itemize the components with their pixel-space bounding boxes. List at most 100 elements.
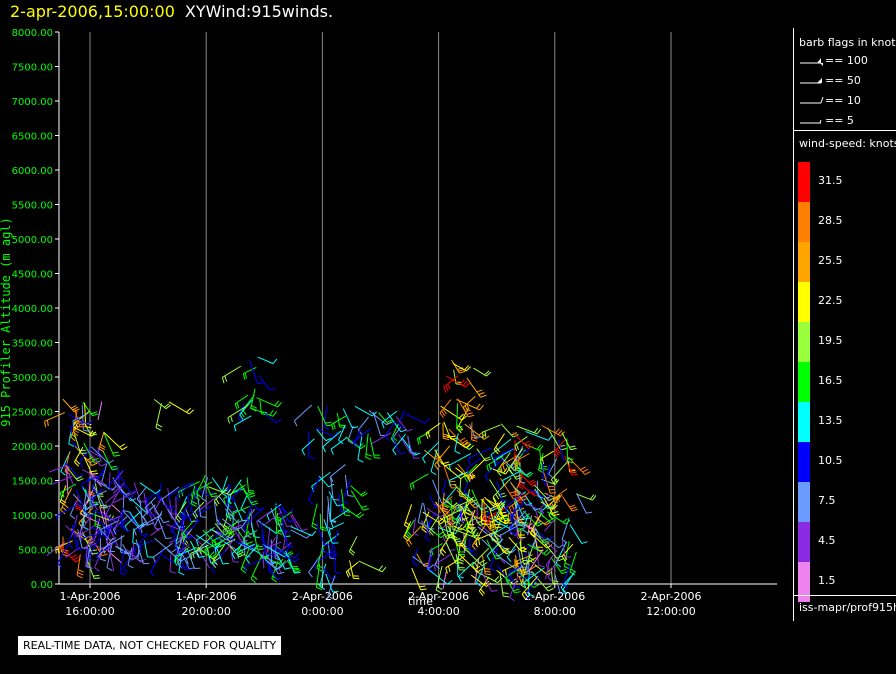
speed-legend-title: wind-speed: knots [799,137,896,150]
wind-barb [102,451,119,471]
wind-barb [257,356,278,365]
wind-barb [540,501,558,510]
wind-barb [155,403,163,431]
wind-barb [135,539,150,565]
wind-barb [253,529,264,550]
wind-barb [72,412,89,427]
wind-barb [474,570,503,584]
chart-plot: 0.00 500.00 1000.00 1500.00 2000.00 2500.00 30… [12,28,777,618]
wind-barb [534,527,549,544]
y-tick-label: 2000.00 [12,442,53,453]
wind-barb [272,545,300,559]
wind-barb [83,455,99,475]
wind-barb [493,447,516,467]
wind-barb [445,555,466,574]
wind-barb [508,536,527,552]
wind-barb [452,532,464,547]
wind-barb [553,439,566,458]
wind-barb [106,543,113,571]
wind-barb [322,430,342,453]
wind-barb [458,526,477,534]
wind-barb [526,557,534,576]
wind-barb [293,404,313,427]
wind-barb [347,425,354,445]
wind-barb [464,510,486,521]
wind-barb [340,504,364,519]
wind-barb [521,576,538,600]
wind-barb [428,515,440,536]
y-tick-label: 0.00 [31,580,53,591]
wind-barb [562,496,578,512]
wind-barb [71,524,84,550]
speed-label: 1.5 [818,574,836,587]
wind-barb [544,560,551,580]
wind-barb [464,489,472,516]
x-tick-label-time: 12:00:00 [646,605,695,618]
wind-barb [468,447,492,465]
y-tick-label: 4500.00 [12,270,53,281]
wind-barb [174,547,196,563]
wind-barb [234,394,249,410]
wind-barb [113,486,122,500]
wind-barb [438,522,453,539]
wind-barb [317,405,333,427]
x-tick-label-date: 1-Apr-2006 [176,590,237,603]
wind-barb [542,461,550,484]
wind-barb [357,436,364,463]
wind-barb [201,477,209,502]
wind-barb [533,529,540,550]
wind-barb [131,543,135,561]
y-tick-label: 500.00 [18,546,53,557]
wind-barb [194,474,206,501]
wind-barb [227,404,249,424]
wind-barb [342,408,359,429]
wind-barb [308,477,321,505]
wind-barb [471,422,478,442]
wind-barb [452,363,471,372]
wind-barb [263,412,282,424]
wind-barb [113,491,136,504]
wind-barb [456,403,463,431]
wind-barb [539,450,555,466]
barb-legend-label: == 100 [825,54,868,67]
y-tick-label: 6000.00 [12,166,53,177]
wind-barb [186,530,204,546]
wind-barb [345,561,359,578]
x-axis-label: time [408,595,433,608]
wind-barb [329,496,337,523]
wind-barb [442,423,450,441]
speed-label: 4.5 [818,534,836,547]
wind-barb [258,375,276,391]
wind-barb [458,498,474,512]
wind-barb [126,549,146,563]
wind-barb [189,540,205,558]
wind-barb [512,431,534,449]
wind-barb [470,574,492,587]
speed-swatch [798,322,810,362]
wind-barb [481,571,498,592]
wind-barb [144,496,157,514]
wind-barb [327,496,337,523]
legend-divider [794,595,896,596]
wind-barb [397,410,405,429]
wind-barb [175,501,187,523]
barb-legend-label: == 50 [825,74,861,87]
wind-barb [114,516,120,532]
wind-barb [249,407,277,417]
wind-barb [196,491,207,518]
wind-barb [66,469,69,495]
wind-barb [327,575,336,600]
wind-barb [194,546,218,558]
y-tick-label: 8000.00 [12,28,53,39]
wind-barb [308,554,322,578]
wind-barb [133,482,147,503]
wind-barb [195,526,215,547]
x-tick-label-date: 1-Apr-2006 [59,590,120,603]
wind-barb [109,550,115,572]
wind-barb [440,462,466,480]
wind-barb [214,544,229,565]
wind-barb [133,533,148,556]
timestamp: 2-apr-2006,15:00:00 [10,2,175,21]
wind-barb [176,547,187,568]
wind-barb [490,438,512,461]
